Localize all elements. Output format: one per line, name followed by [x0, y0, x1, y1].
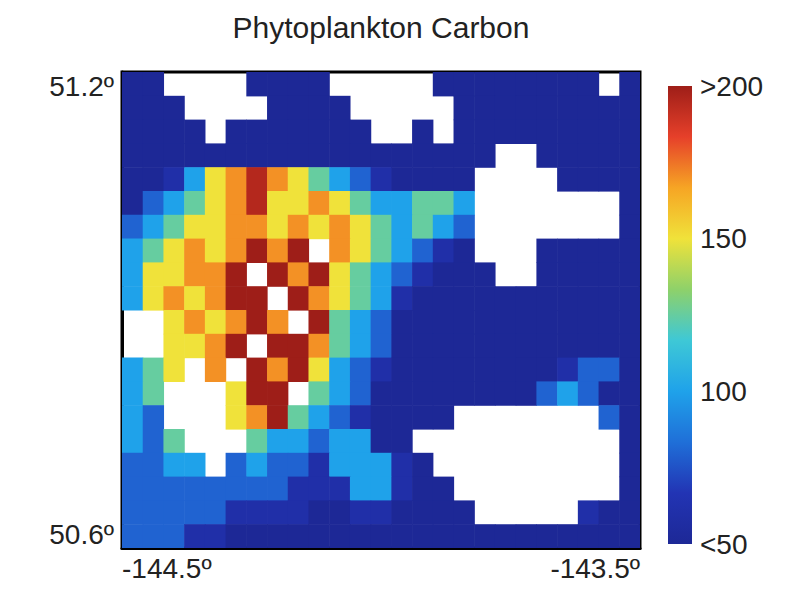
svg-text:50.6º: 50.6º: [49, 519, 114, 550]
svg-text:<50: <50: [700, 529, 748, 560]
svg-text:-144.5º: -144.5º: [122, 553, 212, 584]
svg-text:-143.5º: -143.5º: [550, 553, 640, 584]
svg-text:>200: >200: [700, 71, 763, 102]
svg-text:100: 100: [700, 376, 747, 407]
svg-text:51.2º: 51.2º: [49, 71, 114, 102]
svg-text:150: 150: [700, 223, 747, 254]
svg-text:Phytoplankton Carbon: Phytoplankton Carbon: [233, 11, 530, 44]
